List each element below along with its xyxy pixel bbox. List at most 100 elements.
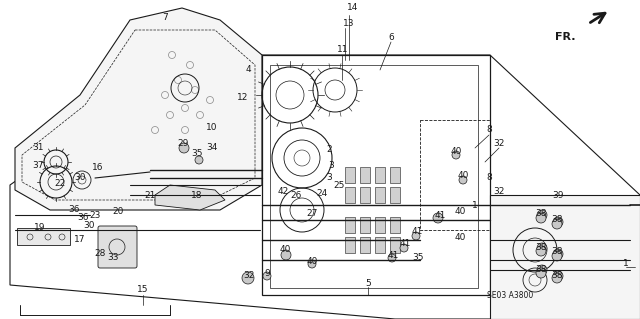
Polygon shape xyxy=(17,228,70,245)
Text: 17: 17 xyxy=(74,235,86,244)
Text: 30: 30 xyxy=(74,173,86,182)
Text: 34: 34 xyxy=(206,144,218,152)
Text: 27: 27 xyxy=(307,210,317,219)
Text: 21: 21 xyxy=(144,191,156,201)
Text: 41: 41 xyxy=(435,211,445,219)
Circle shape xyxy=(308,260,316,268)
Bar xyxy=(375,217,385,233)
Text: 20: 20 xyxy=(112,206,124,216)
Text: 41: 41 xyxy=(412,227,422,236)
Text: 41: 41 xyxy=(387,250,399,259)
Circle shape xyxy=(553,249,563,259)
Text: 39: 39 xyxy=(552,191,564,201)
Circle shape xyxy=(537,210,547,220)
Text: 32: 32 xyxy=(243,271,255,280)
Text: 38: 38 xyxy=(551,248,563,256)
Bar xyxy=(360,187,370,203)
Text: 38: 38 xyxy=(535,210,547,219)
Bar xyxy=(390,237,400,253)
Text: 31: 31 xyxy=(32,144,44,152)
Text: 32: 32 xyxy=(493,138,505,147)
Text: 33: 33 xyxy=(108,253,119,262)
Circle shape xyxy=(195,156,203,164)
Text: 3: 3 xyxy=(326,174,332,182)
Text: 15: 15 xyxy=(137,286,148,294)
Text: 32: 32 xyxy=(493,187,505,196)
Text: 38: 38 xyxy=(535,265,547,275)
Circle shape xyxy=(552,273,562,283)
Text: 2: 2 xyxy=(326,145,332,154)
Text: 38: 38 xyxy=(551,216,563,225)
Text: 7: 7 xyxy=(162,13,168,23)
Text: 19: 19 xyxy=(35,224,45,233)
Text: 5: 5 xyxy=(365,278,371,287)
Circle shape xyxy=(552,251,562,261)
Text: 40: 40 xyxy=(458,170,468,180)
Circle shape xyxy=(412,232,420,240)
Bar xyxy=(390,217,400,233)
Text: 36: 36 xyxy=(68,205,80,214)
Text: 40: 40 xyxy=(307,256,317,265)
Text: 35: 35 xyxy=(412,254,424,263)
Circle shape xyxy=(537,243,547,253)
Circle shape xyxy=(552,219,562,229)
Text: 25: 25 xyxy=(333,182,345,190)
Text: 29: 29 xyxy=(177,138,189,147)
Text: 13: 13 xyxy=(343,19,355,27)
Bar xyxy=(345,167,355,183)
Bar xyxy=(375,187,385,203)
Bar xyxy=(375,237,385,253)
Text: 35: 35 xyxy=(191,149,203,158)
Text: 8: 8 xyxy=(486,174,492,182)
Text: 37: 37 xyxy=(32,160,44,169)
Bar xyxy=(360,217,370,233)
Text: 38: 38 xyxy=(535,242,547,251)
Text: 42: 42 xyxy=(277,187,289,196)
Circle shape xyxy=(452,151,460,159)
FancyBboxPatch shape xyxy=(98,226,137,268)
Text: 11: 11 xyxy=(337,46,349,55)
Text: 28: 28 xyxy=(94,249,106,258)
Text: FR.: FR. xyxy=(555,32,575,42)
Circle shape xyxy=(537,265,547,275)
Text: 12: 12 xyxy=(237,93,249,102)
Polygon shape xyxy=(15,8,262,210)
Bar xyxy=(345,187,355,203)
Circle shape xyxy=(263,272,271,280)
Text: 9: 9 xyxy=(264,270,270,278)
Circle shape xyxy=(400,244,408,252)
Text: 40: 40 xyxy=(451,146,461,155)
Circle shape xyxy=(281,250,291,260)
Text: 1: 1 xyxy=(472,201,478,210)
Circle shape xyxy=(536,213,546,223)
Bar xyxy=(390,167,400,183)
Text: 36: 36 xyxy=(77,213,89,222)
Circle shape xyxy=(179,143,189,153)
Text: 30: 30 xyxy=(83,220,95,229)
Text: 26: 26 xyxy=(291,191,301,201)
Circle shape xyxy=(242,272,254,284)
Circle shape xyxy=(388,254,396,262)
Circle shape xyxy=(553,217,563,227)
Polygon shape xyxy=(155,185,225,210)
Text: 6: 6 xyxy=(388,33,394,42)
Circle shape xyxy=(536,246,546,256)
Text: 18: 18 xyxy=(191,191,203,201)
Circle shape xyxy=(433,213,443,223)
Text: 22: 22 xyxy=(54,179,66,188)
Text: 16: 16 xyxy=(92,162,104,172)
Text: 14: 14 xyxy=(348,4,358,12)
Bar xyxy=(345,217,355,233)
Text: 40: 40 xyxy=(279,246,291,255)
Text: 40: 40 xyxy=(454,234,466,242)
Text: 8: 8 xyxy=(486,125,492,135)
Bar xyxy=(390,187,400,203)
Bar xyxy=(360,167,370,183)
Text: 4: 4 xyxy=(245,65,251,75)
Text: 40: 40 xyxy=(454,206,466,216)
Text: 23: 23 xyxy=(90,211,100,219)
Circle shape xyxy=(459,176,467,184)
Text: 41: 41 xyxy=(399,240,411,249)
Circle shape xyxy=(536,268,546,278)
Text: SE03 A3800: SE03 A3800 xyxy=(487,291,533,300)
